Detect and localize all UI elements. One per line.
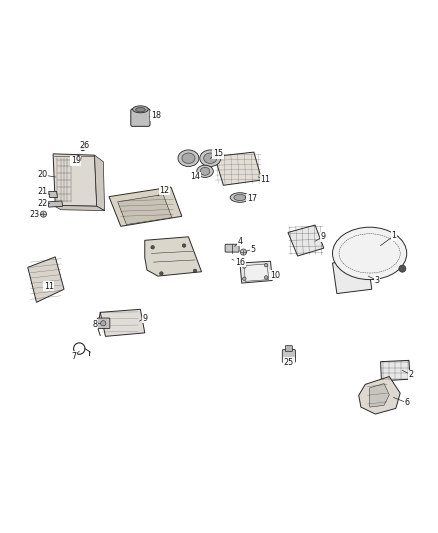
- Text: 5: 5: [251, 245, 256, 254]
- Polygon shape: [100, 309, 145, 336]
- Ellipse shape: [182, 153, 195, 164]
- Ellipse shape: [234, 195, 246, 200]
- Text: 8: 8: [92, 320, 97, 329]
- Ellipse shape: [133, 106, 148, 113]
- Ellipse shape: [178, 150, 199, 166]
- Circle shape: [240, 249, 247, 255]
- Circle shape: [159, 272, 163, 275]
- Circle shape: [76, 156, 81, 161]
- Text: 11: 11: [44, 281, 54, 290]
- Circle shape: [243, 265, 246, 268]
- Text: 4: 4: [237, 237, 243, 246]
- Polygon shape: [359, 376, 400, 414]
- FancyBboxPatch shape: [283, 350, 295, 362]
- Text: 1: 1: [391, 231, 396, 240]
- Text: 19: 19: [71, 156, 81, 165]
- Text: 9: 9: [142, 313, 147, 322]
- Polygon shape: [145, 237, 201, 276]
- Text: 16: 16: [235, 257, 245, 266]
- Circle shape: [265, 276, 268, 279]
- Text: 14: 14: [190, 173, 200, 182]
- Text: 12: 12: [159, 185, 170, 195]
- Polygon shape: [244, 264, 269, 281]
- Polygon shape: [288, 225, 324, 256]
- Ellipse shape: [204, 153, 217, 164]
- Ellipse shape: [200, 167, 210, 175]
- Text: 22: 22: [37, 199, 47, 208]
- Text: 3: 3: [374, 276, 380, 285]
- FancyBboxPatch shape: [131, 109, 150, 126]
- Polygon shape: [28, 257, 64, 302]
- Text: 21: 21: [37, 187, 47, 196]
- Polygon shape: [381, 360, 410, 381]
- Text: 25: 25: [284, 358, 294, 367]
- Text: 7: 7: [71, 351, 77, 360]
- Text: 20: 20: [37, 171, 47, 179]
- Text: 26: 26: [79, 141, 90, 150]
- Polygon shape: [109, 187, 182, 227]
- Text: 17: 17: [247, 195, 257, 203]
- Circle shape: [81, 147, 85, 151]
- FancyBboxPatch shape: [225, 244, 239, 252]
- FancyBboxPatch shape: [286, 345, 292, 352]
- Circle shape: [182, 244, 186, 247]
- Text: 11: 11: [260, 175, 270, 184]
- Text: 10: 10: [270, 271, 280, 280]
- Text: 6: 6: [404, 398, 409, 407]
- Text: 23: 23: [30, 211, 40, 220]
- Circle shape: [151, 246, 154, 249]
- Polygon shape: [215, 152, 262, 185]
- Polygon shape: [53, 154, 97, 206]
- Ellipse shape: [332, 227, 407, 280]
- Polygon shape: [95, 155, 105, 211]
- Polygon shape: [370, 384, 389, 407]
- Circle shape: [40, 211, 46, 217]
- Ellipse shape: [230, 193, 250, 203]
- Ellipse shape: [197, 165, 213, 177]
- Circle shape: [101, 321, 106, 326]
- Text: 18: 18: [151, 111, 161, 120]
- Ellipse shape: [136, 108, 145, 112]
- Ellipse shape: [200, 150, 221, 166]
- Circle shape: [265, 263, 268, 267]
- Text: 15: 15: [213, 149, 223, 158]
- Polygon shape: [48, 201, 63, 207]
- Circle shape: [399, 265, 406, 272]
- Polygon shape: [49, 191, 57, 198]
- Text: 2: 2: [409, 370, 413, 379]
- Polygon shape: [118, 195, 172, 224]
- Circle shape: [193, 269, 197, 272]
- Polygon shape: [332, 259, 372, 294]
- Circle shape: [243, 277, 246, 280]
- Polygon shape: [240, 261, 272, 283]
- Text: 9: 9: [320, 232, 325, 241]
- Polygon shape: [53, 205, 105, 211]
- FancyBboxPatch shape: [97, 318, 110, 328]
